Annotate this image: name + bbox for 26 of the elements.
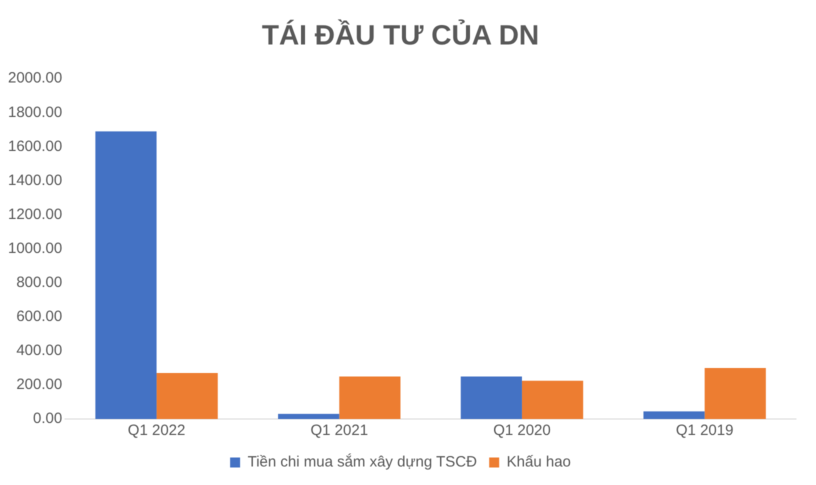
bar	[278, 414, 340, 419]
y-tick-label: 1200.00	[8, 206, 62, 223]
x-tick-label: Q1 2019	[676, 422, 734, 440]
x-tick-label: Q1 2021	[310, 422, 368, 440]
y-tick-label: 1400.00	[8, 172, 62, 189]
bar	[156, 373, 218, 419]
bar	[460, 376, 522, 419]
bar	[95, 131, 157, 419]
y-tick-label: 1000.00	[8, 240, 62, 257]
legend-label: Khấu hao	[506, 454, 571, 471]
x-tick-label: Q1 2022	[128, 422, 186, 440]
y-tick-label: 200.00	[16, 376, 62, 394]
bar	[522, 380, 584, 419]
y-tick-label: 600.00	[16, 308, 62, 326]
y-tick-label: 1800.00	[8, 104, 62, 121]
y-tick-label: 800.00	[16, 274, 62, 291]
y-tick-label: 2000.00	[8, 70, 62, 87]
x-tick-label: Q1 2020	[493, 422, 551, 440]
legend-label: Tiền chi mua sắm xây dựng TSCĐ	[248, 452, 478, 471]
bar	[704, 368, 766, 419]
y-tick-label: 1600.00	[8, 138, 62, 155]
bar	[643, 411, 705, 419]
bar	[339, 376, 400, 419]
y-tick-label: 400.00	[16, 342, 62, 360]
y-tick-label: 0.00	[33, 410, 62, 428]
chart-title: TÁI ĐẦU TƯ CỦA DN	[262, 18, 540, 51]
